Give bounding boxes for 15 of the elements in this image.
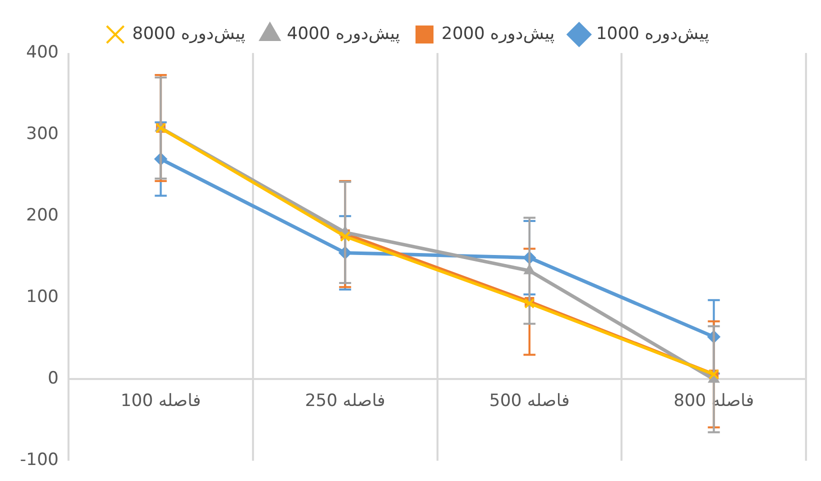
legend-label: پیش‌دوره 2000 [442,24,555,44]
x-tick-label: فاصله 500 [489,390,570,411]
x-tick-label: فاصله 250 [304,390,386,411]
legend-label: پیش‌دوره 4000 [286,24,400,44]
point [524,298,535,309]
y-tick-label: -100 [20,450,59,470]
y-tick-label: 0 [48,368,59,389]
x-tick-label: فاصله 100 [120,390,201,411]
y-tick-label: 400 [26,42,59,62]
y-tick-label: 300 [26,124,59,144]
y-tick-label: 100 [26,287,59,308]
point [340,231,350,242]
y-tick-label: 200 [26,206,59,226]
legend-label: پیش‌دوره 8000 [132,24,246,44]
legend-label: پیش‌دوره 1000 [596,24,710,44]
